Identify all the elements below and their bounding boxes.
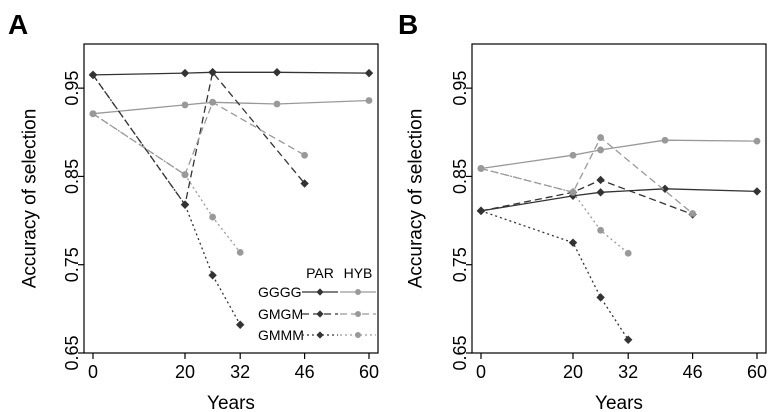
- data-point: [624, 249, 632, 257]
- legend-marker: [316, 288, 324, 296]
- panel-A: A 0 20 32 46 60 0.65 0.75 0.85 0.95 Years Accuracy …: [8, 9, 379, 412]
- data-point: [753, 137, 761, 145]
- data-point: [660, 184, 670, 193]
- series-line: [480, 188, 758, 212]
- data-point: [300, 179, 309, 188]
- legend-label: GGGG: [258, 284, 302, 300]
- data-point: [689, 210, 696, 217]
- plot-frame: [83, 43, 379, 354]
- series-line: [92, 74, 241, 326]
- series-gggg-par: [88, 68, 374, 80]
- data-point: [568, 238, 578, 247]
- x-tick-label: 20: [175, 362, 195, 382]
- data-point: [180, 68, 190, 78]
- data-point: [301, 151, 308, 159]
- series-line: [480, 139, 758, 170]
- legend-marker: [316, 331, 324, 339]
- y-tick-label: 0.85: [450, 159, 470, 194]
- data-point: [596, 293, 605, 302]
- x-axis-title: Years: [595, 393, 643, 412]
- plot-frame: [471, 43, 767, 354]
- data-point: [208, 271, 217, 280]
- series-line: [480, 179, 693, 216]
- legend-label: GMGM: [258, 306, 303, 322]
- data-point: [365, 97, 373, 104]
- panel-letter: A: [8, 9, 28, 40]
- x-tick-label: 32: [230, 362, 250, 382]
- series-gmmm-hyb: [89, 110, 244, 256]
- series-line: [480, 136, 694, 215]
- series-gmmm-par: [476, 206, 633, 344]
- data-point: [209, 213, 217, 221]
- series-gmgm-par: [476, 175, 697, 219]
- data-point: [597, 146, 604, 154]
- x-tick-label: 32: [618, 362, 638, 382]
- legend-marker: [355, 332, 361, 338]
- legend: PAR HYB GGGG GMGM GMMM: [258, 265, 376, 343]
- panel-B: B 0 20 32 46 60 0.65 0.75 0.85 0.95 Years Accuracy …: [398, 9, 767, 412]
- data-point: [476, 206, 486, 216]
- series-line: [92, 71, 370, 76]
- data-point: [624, 335, 633, 344]
- x-axis-title: Years: [207, 393, 255, 412]
- legend-marker: [355, 311, 361, 317]
- y-tick-label: 0.65: [450, 335, 470, 370]
- series-gmmm-hyb: [477, 165, 632, 257]
- data-point: [596, 188, 605, 197]
- data-point: [236, 320, 245, 329]
- series-line: [480, 210, 629, 341]
- x-tick-label: 46: [295, 362, 315, 382]
- legend-header: HYB: [344, 265, 373, 281]
- data-point: [236, 248, 244, 256]
- series-gmmm-par: [88, 70, 245, 329]
- data-point: [181, 101, 189, 109]
- y-tick-label: 0.95: [450, 71, 470, 106]
- data-point: [208, 68, 217, 77]
- data-point: [181, 171, 189, 179]
- data-point: [752, 187, 762, 196]
- data-point: [89, 110, 97, 118]
- data-point: [569, 188, 577, 196]
- legend-marker: [316, 310, 324, 318]
- data-point: [88, 70, 98, 80]
- series-gggg-hyb: [89, 97, 373, 118]
- x-tick-label: 46: [683, 362, 703, 382]
- data-point: [209, 98, 217, 106]
- legend-marker: [355, 289, 361, 295]
- legend-header: PAR: [306, 265, 334, 281]
- x-tick-label: 60: [747, 362, 767, 382]
- x-tick-label: 0: [88, 362, 98, 382]
- y-axis-title: Accuracy of selection: [20, 109, 41, 289]
- series-line: [480, 167, 629, 254]
- y-tick-label: 0.75: [62, 247, 82, 282]
- data-point: [596, 175, 605, 185]
- data-point: [272, 68, 282, 77]
- series-gggg-hyb: [477, 136, 761, 172]
- x-tick-label: 60: [359, 362, 379, 382]
- data-point: [661, 136, 669, 144]
- x-tick-label: 0: [476, 362, 486, 382]
- panel-letter: B: [398, 9, 418, 40]
- data-point: [273, 100, 281, 108]
- y-tick-label: 0.65: [62, 335, 82, 370]
- data-point: [597, 134, 604, 141]
- x-tick-label: 20: [563, 362, 583, 382]
- series-line: [92, 113, 241, 253]
- y-tick-label: 0.95: [62, 71, 82, 106]
- legend-label: GMMM: [258, 327, 304, 343]
- data-point: [477, 165, 485, 172]
- series-line: [92, 99, 370, 115]
- y-tick-label: 0.75: [450, 247, 470, 282]
- y-tick-label: 0.85: [62, 159, 82, 194]
- data-point: [597, 226, 604, 234]
- data-point: [569, 151, 577, 159]
- data-point: [364, 68, 374, 78]
- series-line: [92, 101, 305, 176]
- series-gggg-par: [476, 184, 762, 216]
- y-axis-title: Accuracy of selection: [406, 109, 427, 289]
- data-point: [180, 200, 190, 209]
